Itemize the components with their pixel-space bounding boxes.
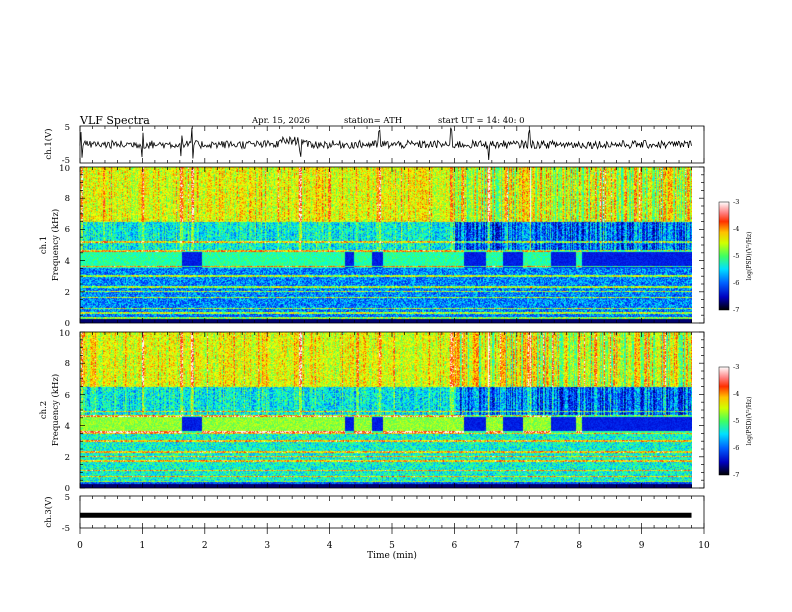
ch1-spectrogram-image [80,167,692,323]
xtick-label: 8 [576,541,582,551]
xtick-label: 7 [514,541,520,551]
ch1-colorbar-tick: -3 [733,198,739,206]
ch2-ytick-label: 0 [65,484,70,494]
ch1-ytick-label: 2 [65,288,70,298]
xtick-label: 4 [327,541,333,551]
figure-title: VLF Spectra [79,114,150,127]
xtick-label: 9 [639,541,645,551]
xtick-label: 3 [264,541,270,551]
ch2-ytick-label: 4 [65,422,70,432]
ch1-waveform-trace [79,127,692,161]
ch2-ytick-label: 10 [59,329,70,339]
ch1-ytick-label: 8 [65,194,70,204]
station-label: station= ATH [344,116,402,126]
ch1v-ytick-label: -5 [62,156,70,166]
ch3v-ytick-label: 5 [65,493,70,503]
ch3v-ylabel: ch.3(V) [43,496,54,527]
ch2-colorbar [718,366,730,476]
ch2-colorbar-tick: -5 [733,417,739,425]
ch2-ylabel: Frequency (kHz) [50,374,61,446]
xtick-label: 0 [77,541,83,551]
ch1-colorbar-tick: -5 [733,252,739,260]
ch1-ytick-label: 10 [59,164,70,174]
xtick-label: 5 [389,541,395,551]
ch1v-ylabel: ch.1(V) [43,128,54,159]
ch2-ytick-label: 6 [65,391,70,401]
xtick-label: 6 [452,541,458,551]
xtick-label: 2 [202,541,208,551]
ch2-colorbar-tick: -3 [733,363,739,371]
ch2-colorbar-tick: -7 [733,471,739,479]
start-ut-label: start UT = 14: 40: 0 [438,116,525,126]
ch1-colorbar-tick: -6 [733,279,739,287]
date-label: Apr. 15, 2026 [251,116,310,126]
ch1-ytick-label: 0 [65,319,70,329]
ch1-colorbar-label: log(PSD)(V²/Hz) [746,232,753,281]
ch1-colorbar-tick: -4 [733,225,739,233]
ch1-ytick-label: 6 [65,225,70,235]
ch2-colorbar-label: log(PSD)(V²/Hz) [746,397,753,446]
ch2-ytick-label: 8 [65,359,70,369]
ch3v-ytick-label: -5 [62,524,70,534]
ch2-spectrogram-image [80,332,692,488]
xtick-label: 1 [140,541,146,551]
ch1-colorbar [718,201,730,311]
ch2-colorbar-tick: -6 [733,444,739,452]
ch1-colorbar-tick: -7 [733,306,739,314]
ch2-ylabel-top: ch.2 [39,401,49,419]
ch2-ytick-label: 2 [65,453,70,463]
ch1-ytick-label: 4 [65,257,70,267]
axis-ticks [79,126,705,534]
ch1-ylabel: Frequency (kHz) [50,209,61,281]
ch1-ylabel-top: ch.1 [39,236,49,254]
xtick-label: 10 [698,541,710,551]
ch2-colorbar-tick: -4 [733,390,739,398]
x-axis-label: Time (min) [367,550,417,561]
ch1v-ytick-label: 5 [65,123,70,133]
